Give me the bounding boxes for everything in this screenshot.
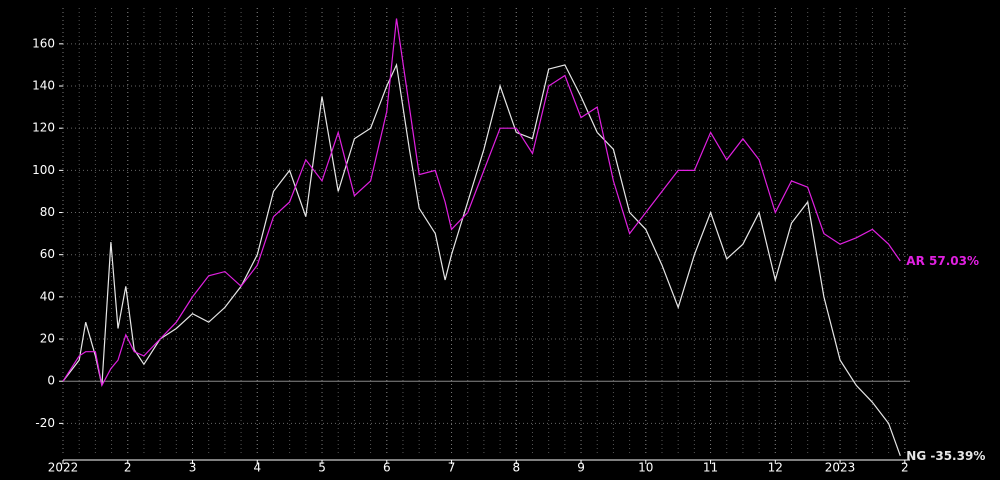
x-tick-label: 9	[577, 461, 585, 475]
y-tick-label: 100	[32, 163, 55, 177]
x-tick-label: 6	[383, 461, 391, 475]
y-tick-label: 80	[40, 205, 55, 219]
x-tick-label: 2	[901, 461, 909, 475]
x-tick-label: 2023	[825, 461, 856, 475]
x-tick-label: 11	[703, 461, 718, 475]
end-label-name: AR	[906, 253, 925, 267]
y-tick-label: 40	[40, 289, 55, 303]
y-tick-label: -20	[35, 416, 55, 430]
y-tick-label: 60	[40, 247, 55, 261]
x-tick-label: 2	[124, 461, 132, 475]
x-tick-label: 8	[512, 461, 520, 475]
x-tick-label: 10	[638, 461, 653, 475]
series-line	[62, 18, 901, 388]
x-tick-label: 5	[318, 461, 326, 475]
y-tick-label: 0	[47, 374, 55, 388]
x-tick-label: 12	[768, 461, 783, 475]
end-label-name: NG	[906, 448, 926, 462]
x-tick-label: 4	[253, 461, 261, 475]
x-tick-label: 2022	[48, 461, 79, 475]
y-tick-label: 140	[32, 79, 55, 93]
x-tick-label: 7	[448, 461, 456, 475]
y-tick-label: 20	[40, 332, 55, 346]
end-label-value: 57.03%	[929, 253, 979, 267]
series-line	[62, 62, 901, 457]
x-tick-label: 3	[189, 461, 197, 475]
end-label: AR 57.03%	[906, 253, 979, 267]
end-label: NG -35.39%	[906, 448, 985, 462]
y-tick-label: 120	[32, 121, 55, 135]
end-label-value: -35.39%	[930, 448, 985, 462]
y-tick-label: 160	[32, 36, 55, 50]
